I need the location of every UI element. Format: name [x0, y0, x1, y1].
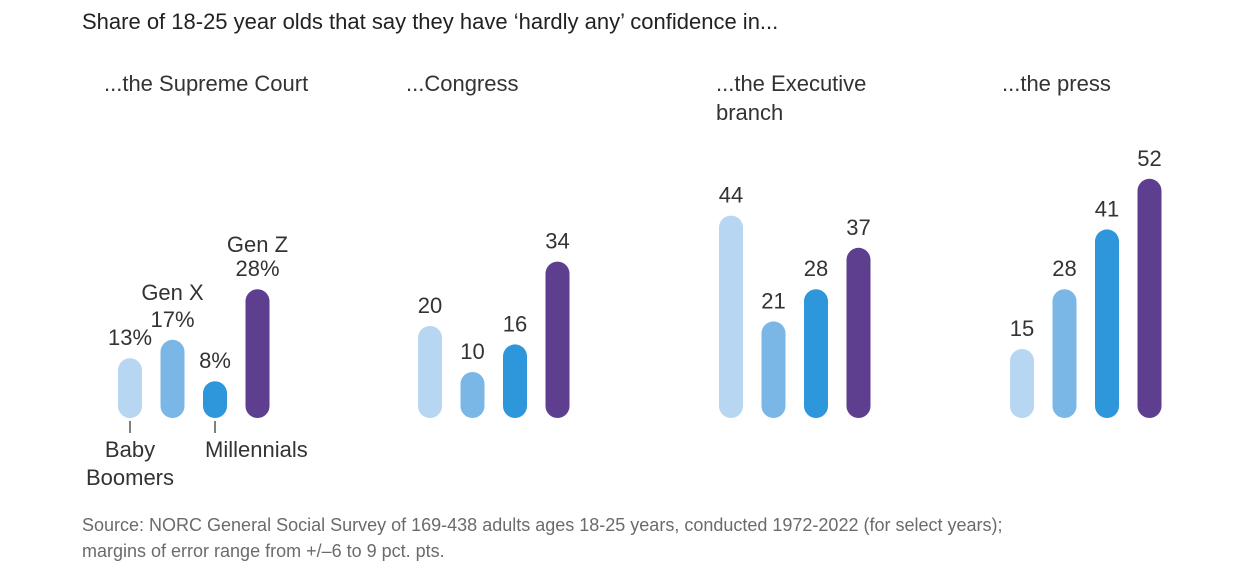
bar-4-2 [1052, 289, 1077, 418]
bar-2-4 [545, 261, 570, 418]
bar-3-3 [804, 289, 828, 418]
value-label-2-2: 10 [460, 339, 484, 364]
bar-4-4 [1137, 178, 1162, 418]
bar-1-3 [203, 381, 227, 418]
value-label-1-1: 13% [108, 325, 152, 350]
panel-title-3: ...the Executive [716, 71, 866, 96]
value-label-3-4: 37 [846, 215, 870, 240]
legend-label-baby-boomers-2: Boomers [86, 465, 174, 490]
source-line-1: Source: NORC General Social Survey of 16… [82, 515, 1003, 535]
chart-area: ...the Supreme Court 13%17%8% 28% ...Congre… [86, 71, 1162, 490]
value-label-3-1: 44 [719, 183, 743, 208]
value-label-4-3: 41 [1095, 196, 1119, 221]
panel-title-4: ...the press [1002, 71, 1111, 96]
panel-title-2: ...Congress [406, 71, 519, 96]
value-label-1-2: 17% [150, 307, 194, 332]
legend-label-gen-z: Gen Z [227, 232, 288, 257]
bar-3-4 [846, 247, 871, 418]
value-label-4-2: 28 [1052, 256, 1076, 281]
panel-title-3: branch [716, 100, 783, 125]
bar-2-2 [460, 372, 485, 418]
value-label-1-4: 28% [235, 256, 279, 281]
bar-1-1 [118, 358, 142, 418]
value-label-4-4: 52 [1137, 146, 1161, 171]
bar-4-1 [1010, 349, 1034, 418]
bar-1-2 [160, 339, 185, 418]
source-note: Source: NORC General Social Survey of 16… [82, 512, 1202, 564]
legend-label-baby-boomers: Baby [105, 437, 155, 462]
value-label-1-3: 8% [199, 348, 231, 373]
page-title: Share of 18-25 year olds that say they h… [82, 9, 779, 34]
bar-3-1 [719, 215, 743, 418]
value-label-3-2: 21 [761, 288, 785, 313]
source-line-2: margins of error range from +/–6 to 9 pc… [82, 541, 445, 561]
legend-label-millennials: Millennials [205, 437, 308, 462]
bar-4-3 [1095, 229, 1119, 418]
value-label-2-3: 16 [503, 311, 527, 336]
bar-2-1 [418, 326, 442, 418]
panel-title-1: ...the Supreme Court [104, 71, 308, 96]
value-label-4-1: 15 [1010, 316, 1034, 341]
value-label-3-3: 28 [804, 256, 828, 281]
bar-3-2 [761, 321, 786, 418]
legend-label-gen-x: Gen X [141, 280, 204, 305]
bar-1-4 [245, 289, 270, 418]
value-label-2-4: 34 [545, 229, 569, 254]
value-label-2-1: 20 [418, 293, 442, 318]
bar-2-3 [503, 344, 527, 418]
